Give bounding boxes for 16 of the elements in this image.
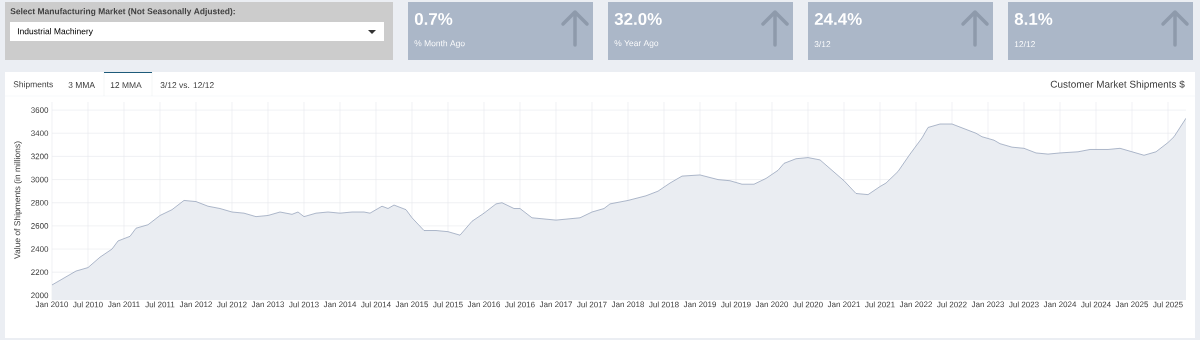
text: % Year Ago xyxy=(614,40,659,48)
text: 12 MMA xyxy=(110,82,142,88)
y-axis-title: Value of Shipments (in millions) xyxy=(14,141,22,259)
text: Select Manufacturing Market (Not Seasonally Adjusted): xyxy=(10,8,235,16)
text: Industrial Machinery xyxy=(17,28,93,36)
text: Shipments xyxy=(13,81,53,89)
text: 3 MMA xyxy=(68,82,95,88)
text: 32.0% xyxy=(614,12,662,25)
text: 24.4% xyxy=(814,13,862,25)
text: % Month Ago xyxy=(414,40,465,48)
text: 8.1% xyxy=(1014,13,1053,25)
text: 0.7% xyxy=(414,13,453,25)
text: 3/12 vs. 12/12 xyxy=(160,81,214,89)
text: 12/12 xyxy=(1014,40,1035,48)
chart-title: Customer Market Shipments $ xyxy=(1050,80,1185,90)
text: 3/12 xyxy=(814,40,831,48)
